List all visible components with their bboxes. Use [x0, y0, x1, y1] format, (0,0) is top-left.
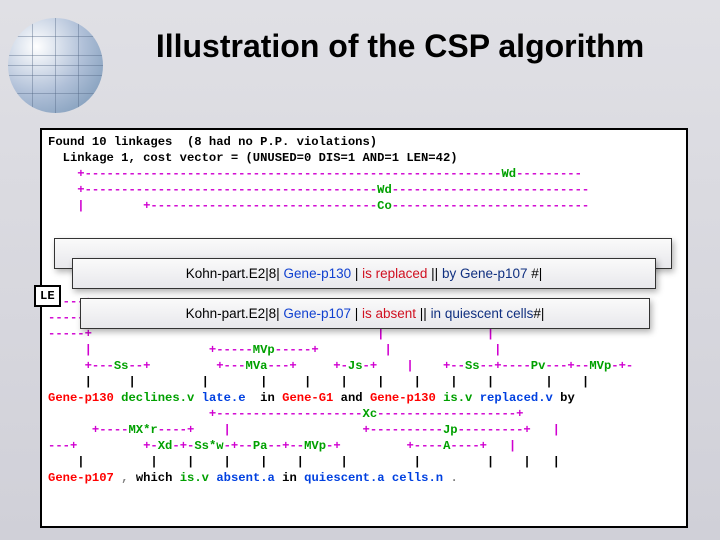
terminal-words-2: Gene-p107 , which is.v absent.a in quies…: [48, 470, 680, 486]
callout-replaced: Kohn-part.E2|8| Gene-p130 | is replaced …: [72, 258, 656, 289]
globe-icon: [8, 18, 103, 113]
callout-absent: Kohn-part.E2|8| Gene-p107 | is absent ||…: [80, 298, 650, 329]
terminal-words-1: Gene-p130 declines.v late.e in Gene-G1 a…: [48, 390, 680, 406]
terminal-line-2: Linkage 1, cost vector = (UNUSED=0 DIS=1…: [48, 150, 680, 166]
left-badge: LE: [34, 285, 61, 307]
terminal-ascii-1: +---------------------------------------…: [48, 166, 680, 214]
terminal-spacer: [48, 214, 680, 230]
page-title: Illustration of the CSP algorithm: [100, 28, 700, 65]
terminal-line-1: Found 10 linkages (8 had no P.P. violati…: [48, 134, 680, 150]
terminal-ascii-3: +--------------------Xc-----------------…: [48, 406, 680, 470]
